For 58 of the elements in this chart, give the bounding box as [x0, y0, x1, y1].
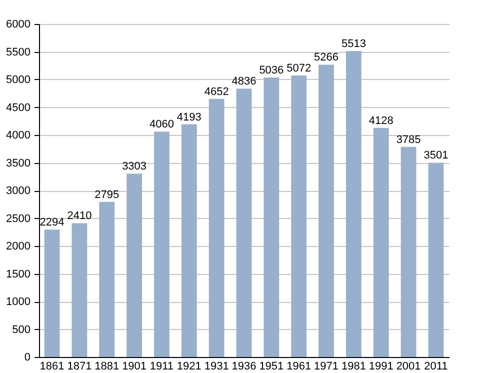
bar [181, 124, 197, 357]
bar [72, 223, 88, 357]
x-tick-label: 2011 [424, 360, 448, 372]
data-label: 4652 [204, 86, 229, 98]
x-tick-label: 1961 [286, 360, 312, 372]
bar [208, 98, 224, 357]
data-label: 4128 [368, 114, 394, 127]
bar [373, 128, 389, 357]
x-tick-label: 1936 [232, 360, 256, 372]
bar [44, 230, 60, 357]
data-label: 5266 [314, 52, 339, 64]
x-tick-label: 1901 [122, 360, 147, 372]
x-tick-label: 1911 [150, 360, 174, 372]
data-label: 5513 [341, 38, 366, 50]
y-tick-label: 1500 [6, 268, 30, 280]
bar [236, 88, 252, 357]
data-label: 2795 [94, 188, 120, 201]
y-tick-label: 500 [12, 324, 30, 336]
y-tick-label: 5000 [6, 74, 30, 86]
data-label: 4193 [176, 111, 202, 124]
data-label: 3501 [424, 150, 448, 162]
y-tick-label: 6000 [6, 18, 30, 30]
x-tick-label: 1861 [40, 360, 64, 372]
bar [318, 64, 334, 357]
y-tick-label: 1000 [6, 296, 30, 308]
x-tick-label: 1881 [94, 360, 120, 372]
bar [428, 162, 444, 357]
y-tick-label: 2500 [6, 212, 30, 225]
y-tick-label: 2000 [6, 240, 30, 252]
x-tick-label: 1981 [341, 360, 366, 372]
x-tick-label: 1871 [67, 360, 92, 372]
x-tick-label: 1991 [368, 360, 394, 372]
data-label: 2294 [40, 216, 64, 229]
bar [99, 202, 115, 357]
data-label: 5036 [259, 64, 284, 76]
bar [154, 132, 170, 357]
x-tick-label: 1921 [176, 360, 202, 372]
y-tick-label: 4500 [6, 102, 30, 114]
data-label: 3785 [396, 134, 421, 146]
bar [400, 146, 416, 357]
y-tick-label: 0 [24, 352, 30, 364]
data-label: 5072 [286, 62, 312, 75]
bar [346, 51, 362, 357]
x-tick-label: 1931 [204, 360, 229, 372]
bar [126, 174, 142, 357]
x-tick-label: 2001 [396, 360, 421, 372]
y-tick-label: 4000 [6, 130, 30, 142]
data-label: 4060 [149, 118, 174, 131]
data-label: 4836 [232, 76, 256, 88]
data-label: 3303 [122, 160, 147, 173]
y-tick-label: 3500 [6, 157, 30, 170]
x-tick-label: 1971 [314, 360, 339, 372]
bar [291, 76, 307, 357]
y-tick-label: 5500 [6, 46, 30, 58]
x-tick-label: 1951 [259, 360, 284, 372]
data-label: 2410 [67, 210, 92, 222]
y-tick-label: 3000 [6, 185, 30, 197]
bar [264, 78, 280, 357]
